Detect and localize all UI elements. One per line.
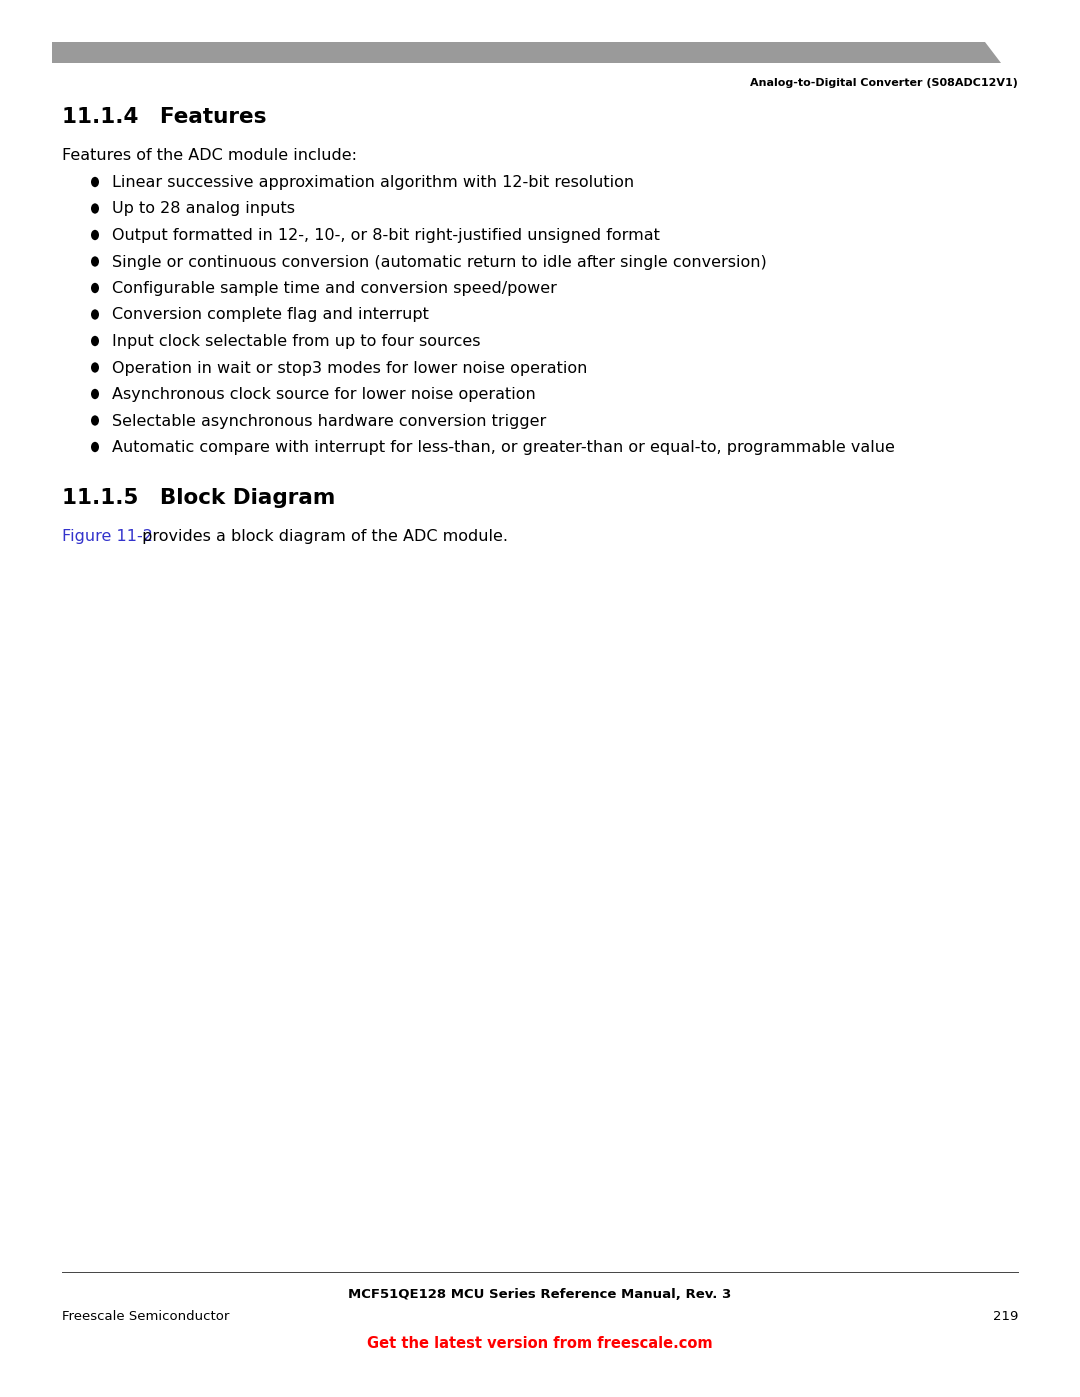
Circle shape: [91, 415, 99, 426]
Circle shape: [91, 282, 99, 293]
Text: Conversion complete flag and interrupt: Conversion complete flag and interrupt: [112, 307, 429, 323]
Text: Analog-to-Digital Converter (S08ADC12V1): Analog-to-Digital Converter (S08ADC12V1): [751, 78, 1018, 88]
Circle shape: [91, 441, 99, 453]
Text: Configurable sample time and conversion speed/power: Configurable sample time and conversion …: [112, 281, 557, 296]
Circle shape: [91, 204, 99, 214]
Text: Up to 28 analog inputs: Up to 28 analog inputs: [112, 201, 295, 217]
Text: Selectable asynchronous hardware conversion trigger: Selectable asynchronous hardware convers…: [112, 414, 546, 429]
Text: Output formatted in 12-, 10-, or 8-bit right-justified unsigned format: Output formatted in 12-, 10-, or 8-bit r…: [112, 228, 660, 243]
Text: Automatic compare with interrupt for less-than, or greater-than or equal-to, pro: Automatic compare with interrupt for les…: [112, 440, 895, 455]
Text: 219: 219: [993, 1310, 1018, 1323]
Circle shape: [91, 362, 99, 373]
Circle shape: [91, 231, 99, 240]
Text: Freescale Semiconductor: Freescale Semiconductor: [62, 1310, 229, 1323]
Text: Input clock selectable from up to four sources: Input clock selectable from up to four s…: [112, 334, 481, 349]
Text: provides a block diagram of the ADC module.: provides a block diagram of the ADC modu…: [137, 528, 508, 543]
Text: MCF51QE128 MCU Series Reference Manual, Rev. 3: MCF51QE128 MCU Series Reference Manual, …: [349, 1288, 731, 1301]
Text: Figure 11-2: Figure 11-2: [62, 528, 153, 543]
Circle shape: [91, 309, 99, 320]
Text: 11.1.4 Features: 11.1.4 Features: [62, 108, 267, 127]
Text: Operation in wait or stop3 modes for lower noise operation: Operation in wait or stop3 modes for low…: [112, 360, 588, 376]
Circle shape: [91, 388, 99, 400]
Circle shape: [91, 335, 99, 346]
Text: Features of the ADC module include:: Features of the ADC module include:: [62, 148, 357, 163]
Text: Linear successive approximation algorithm with 12-bit resolution: Linear successive approximation algorith…: [112, 175, 634, 190]
Text: 11.1.5 Block Diagram: 11.1.5 Block Diagram: [62, 489, 336, 509]
Circle shape: [91, 256, 99, 267]
Text: Single or continuous conversion (automatic return to idle after single conversio: Single or continuous conversion (automat…: [112, 254, 767, 270]
Text: Asynchronous clock source for lower noise operation: Asynchronous clock source for lower nois…: [112, 387, 536, 402]
Circle shape: [91, 177, 99, 187]
Text: Get the latest version from freescale.com: Get the latest version from freescale.co…: [367, 1336, 713, 1351]
Polygon shape: [52, 42, 1001, 63]
